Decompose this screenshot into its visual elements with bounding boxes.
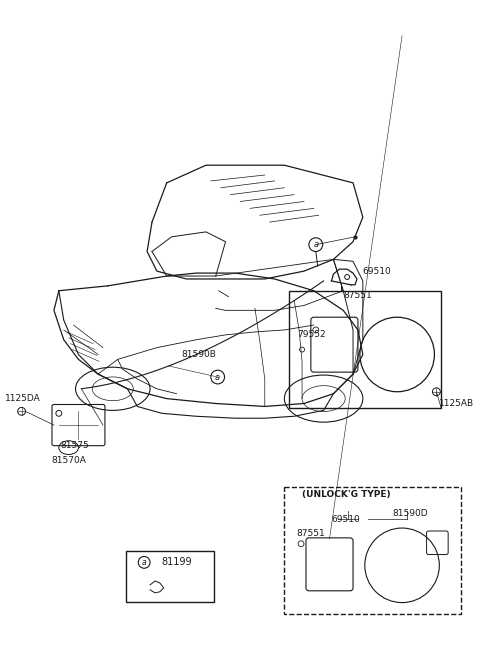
Text: a: a <box>142 558 146 567</box>
Text: 1125DA: 1125DA <box>5 394 41 403</box>
Text: 81590B: 81590B <box>181 350 216 359</box>
Text: 81570A: 81570A <box>51 456 86 465</box>
Text: 81199: 81199 <box>162 558 192 567</box>
Text: a: a <box>215 373 220 382</box>
Text: 1125AB: 1125AB <box>439 399 474 408</box>
Text: 81590D: 81590D <box>392 509 428 518</box>
Text: 79552: 79552 <box>297 331 326 339</box>
Text: (UNLOCK'G TYPE): (UNLOCK'G TYPE) <box>302 490 391 499</box>
Text: 69510: 69510 <box>363 266 392 276</box>
Text: 87551: 87551 <box>296 529 325 539</box>
Bar <box>126 550 214 602</box>
Circle shape <box>345 275 349 279</box>
Text: 81575: 81575 <box>61 441 90 450</box>
Text: a: a <box>313 240 318 249</box>
Text: 69510: 69510 <box>332 515 360 523</box>
Text: 87551: 87551 <box>343 291 372 300</box>
Bar <box>289 291 441 409</box>
Bar <box>284 487 461 615</box>
